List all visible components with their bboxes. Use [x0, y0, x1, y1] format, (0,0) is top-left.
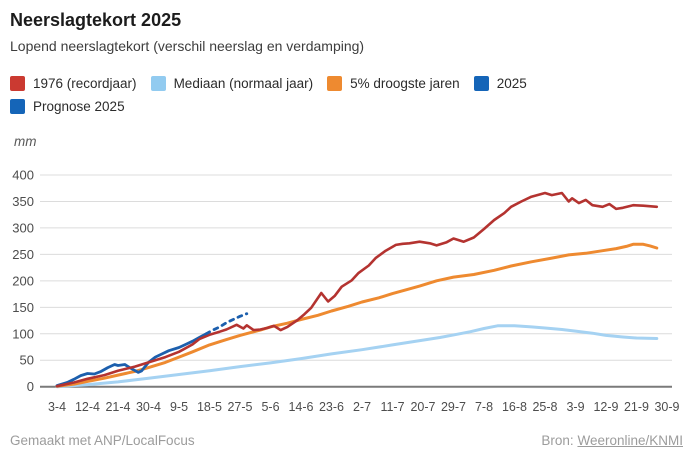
- y-tick-label: 250: [12, 247, 34, 262]
- credit-text: Gemaakt met ANP/LocalFocus: [10, 433, 195, 448]
- x-tick-label: 14-6: [288, 400, 313, 414]
- y-axis-unit-label: mm: [14, 134, 37, 149]
- legend-swatch-1976: [10, 76, 25, 91]
- x-tick-label: 3-9: [566, 400, 584, 414]
- y-tick-label: 400: [12, 168, 34, 183]
- y-tick-label: 200: [12, 273, 34, 288]
- x-tick-label: 23-6: [319, 400, 344, 414]
- legend-swatch-mediaan: [150, 76, 166, 91]
- legend-label: Prognose 2025: [33, 99, 125, 114]
- x-tick-label: 9-5: [170, 400, 188, 414]
- legend-item-2025: 2025: [473, 76, 527, 91]
- series-line-2025: [55, 332, 208, 388]
- y-tick-label: 150: [12, 300, 34, 315]
- x-tick-label: 12-9: [593, 400, 618, 414]
- y-tick-label: 350: [12, 194, 34, 209]
- x-tick-label: 30-4: [136, 400, 161, 414]
- legend-item-droogste-jaren: 5% droogste jaren: [327, 76, 460, 91]
- x-tick-label: 30-9: [654, 400, 679, 414]
- series-line-prognose-2025: [204, 312, 249, 336]
- footer: Gemaakt met ANP/LocalFocus Bron: Weeronl…: [0, 433, 695, 455]
- legend-item-prognose-2025: Prognose 2025: [10, 99, 125, 114]
- series-line-1976-recordjaar: [55, 191, 659, 388]
- x-tick-label: 21-9: [624, 400, 649, 414]
- x-tick-label: 7-8: [475, 400, 493, 414]
- y-tick-label: 100: [12, 326, 34, 341]
- legend-label: 1976 (recordjaar): [33, 76, 137, 91]
- source-label: Bron:: [541, 433, 574, 448]
- legend-swatch-prognose-2025: [10, 99, 25, 114]
- x-tick-label: 21-4: [105, 400, 130, 414]
- x-tick-label: 12-4: [75, 400, 100, 414]
- x-tick-label: 2-7: [353, 400, 371, 414]
- x-tick-label: 3-4: [48, 400, 66, 414]
- series-line-5-droogste-jaren: [55, 242, 659, 388]
- x-tick-label: 16-8: [502, 400, 527, 414]
- x-tick-label: 27-5: [227, 400, 252, 414]
- y-tick-label: 50: [20, 353, 34, 368]
- x-tick-label: 18-5: [197, 400, 222, 414]
- legend-swatch-droogste-jaren: [327, 76, 343, 91]
- x-tick-label: 5-6: [261, 400, 279, 414]
- page-title: Neerslagtekort 2025: [10, 10, 182, 30]
- source-link[interactable]: Weeronline/KNMI: [577, 433, 683, 448]
- legend-label: 5% droogste jaren: [350, 76, 460, 91]
- y-tick-label: 300: [12, 220, 34, 235]
- x-tick-label: 25-8: [532, 400, 557, 414]
- chart-area[interactable]: 0 50 100 150 200 250 300 350 400 mm 3-4 12-4 21-4 30-…: [0, 130, 695, 430]
- x-tick-label: 11-7: [380, 400, 404, 414]
- source-text: Bron: Weeronline/KNMI: [541, 433, 683, 448]
- series-line-mediaan-normaal-jaar: [55, 324, 659, 389]
- legend-row-2: Prognose 2025: [10, 99, 685, 114]
- legend: 1976 (recordjaar) Mediaan (normaal jaar)…: [10, 76, 685, 122]
- x-tick-label: 20-7: [410, 400, 435, 414]
- precipitation-deficit-chart[interactable]: 0 50 100 150 200 250 300 350 400 mm 3-4 12-4 21-4 30-…: [0, 130, 695, 430]
- legend-row-1: 1976 (recordjaar) Mediaan (normaal jaar)…: [10, 76, 685, 91]
- legend-swatch-2025: [473, 76, 489, 91]
- legend-label: Mediaan (normaal jaar): [173, 76, 314, 91]
- legend-item-mediaan: Mediaan (normaal jaar): [150, 76, 314, 91]
- legend-label: 2025: [496, 76, 527, 91]
- y-tick-label: 0: [27, 379, 34, 394]
- page-subtitle: Lopend neerslagtekort (verschil neerslag…: [10, 38, 365, 54]
- legend-item-1976: 1976 (recordjaar): [10, 76, 137, 91]
- x-tick-label: 29-7: [441, 400, 466, 414]
